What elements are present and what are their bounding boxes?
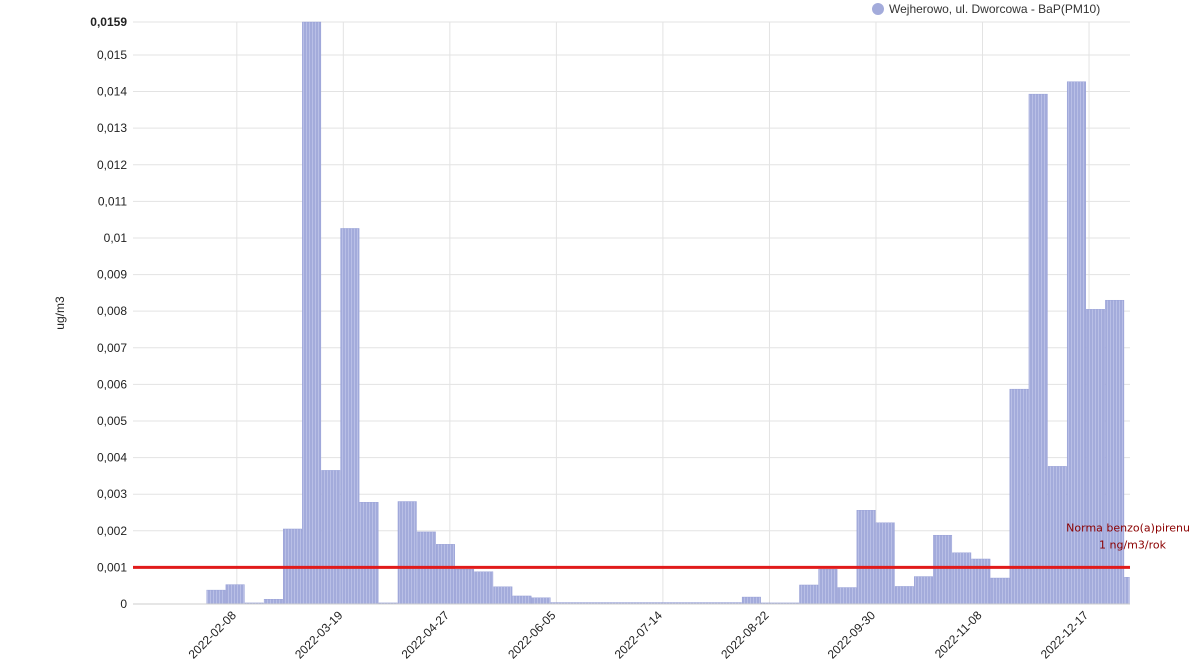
bar[interactable] xyxy=(359,502,379,605)
bar[interactable] xyxy=(493,586,513,605)
legend[interactable]: Wejherowo, ul. Dworcowa - BaP(PM10) xyxy=(872,2,1100,16)
bar[interactable] xyxy=(971,558,991,605)
y-tick-label: 0,009 xyxy=(97,268,127,282)
bar[interactable] xyxy=(206,589,226,605)
bar[interactable] xyxy=(914,576,933,605)
bar[interactable] xyxy=(1047,466,1067,605)
y-tick-label: 0,013 xyxy=(97,121,127,135)
bar[interactable] xyxy=(875,522,895,605)
bar[interactable] xyxy=(1028,93,1048,605)
bar[interactable] xyxy=(455,569,475,605)
legend-series-name: Wejherowo, ul. Dworcowa - BaP(PM10) xyxy=(889,2,1100,16)
norm-label-line1: Norma benzo(a)pirenu xyxy=(1066,521,1190,534)
bar[interactable] xyxy=(340,228,360,605)
x-tick-label: 2022-03-19 xyxy=(292,608,346,662)
norm-label-line2: 1 ng/m3/rok xyxy=(1099,538,1167,551)
grid xyxy=(133,21,1130,605)
x-tick-label: 2022-06-05 xyxy=(505,608,559,662)
y-tick-label: 0,01 xyxy=(104,231,128,245)
x-tick-label: 2022-09-30 xyxy=(825,608,879,662)
bars xyxy=(206,21,1130,605)
y-tick-label: 0,002 xyxy=(97,524,127,538)
y-tick-label: 0,003 xyxy=(97,487,127,501)
y-tick-label: 0,012 xyxy=(97,158,127,172)
x-tick-label: 2022-08-22 xyxy=(718,608,772,662)
x-tick-label: 2022-07-14 xyxy=(612,608,666,662)
bar[interactable] xyxy=(990,577,1010,605)
bar[interactable] xyxy=(531,597,551,605)
bar[interactable] xyxy=(856,510,876,605)
x-axis: 2022-02-08 2022-03-19 2022-04-27 2022-06-05… xyxy=(133,603,1130,662)
y-tick-label: 0,005 xyxy=(97,414,127,428)
legend-marker xyxy=(872,3,884,15)
bar[interactable] xyxy=(474,571,494,605)
x-tick-label: 2022-11-08 xyxy=(932,608,985,661)
bar[interactable] xyxy=(1009,388,1029,605)
bar[interactable] xyxy=(321,470,341,605)
y-tick-label: 0,014 xyxy=(97,85,127,99)
y-tick-label: 0,008 xyxy=(97,304,127,318)
y-tick-label: 0,006 xyxy=(97,377,127,391)
bar[interactable] xyxy=(302,21,322,605)
y-tick-label: 0 xyxy=(120,597,127,611)
bar[interactable] xyxy=(1086,309,1106,605)
bar[interactable] xyxy=(799,584,819,605)
y-tick-label: 0,007 xyxy=(97,341,127,355)
y-tick-label: 0,001 xyxy=(97,560,127,574)
x-tick-label: 2022-12-17 xyxy=(1038,608,1092,662)
x-tick-label: 2022-02-08 xyxy=(186,608,240,662)
bar[interactable] xyxy=(1124,577,1130,605)
y-axis: 0 0,001 0,002 0,003 0,004 0,005 0,006 0,007 0,00… xyxy=(90,15,127,611)
bar[interactable] xyxy=(818,569,838,605)
y-tick-label: 0,011 xyxy=(98,194,127,208)
bar[interactable] xyxy=(933,534,953,605)
bar[interactable] xyxy=(1105,299,1125,605)
y-axis-label: ug/m3 xyxy=(53,296,67,330)
bar[interactable] xyxy=(397,501,417,605)
bar[interactable] xyxy=(225,584,245,605)
bar[interactable] xyxy=(741,596,761,605)
bar[interactable] xyxy=(952,552,972,605)
bar[interactable] xyxy=(435,544,455,605)
bar[interactable] xyxy=(512,595,532,605)
y-tick-label: 0,015 xyxy=(97,48,127,62)
y-tick-label: 0,004 xyxy=(97,451,127,465)
x-tick-label: 2022-04-27 xyxy=(399,608,453,662)
y-tick-label: 0,0159 xyxy=(90,15,127,29)
bar[interactable] xyxy=(263,599,283,605)
bar[interactable] xyxy=(894,586,914,605)
bar[interactable] xyxy=(837,587,857,605)
